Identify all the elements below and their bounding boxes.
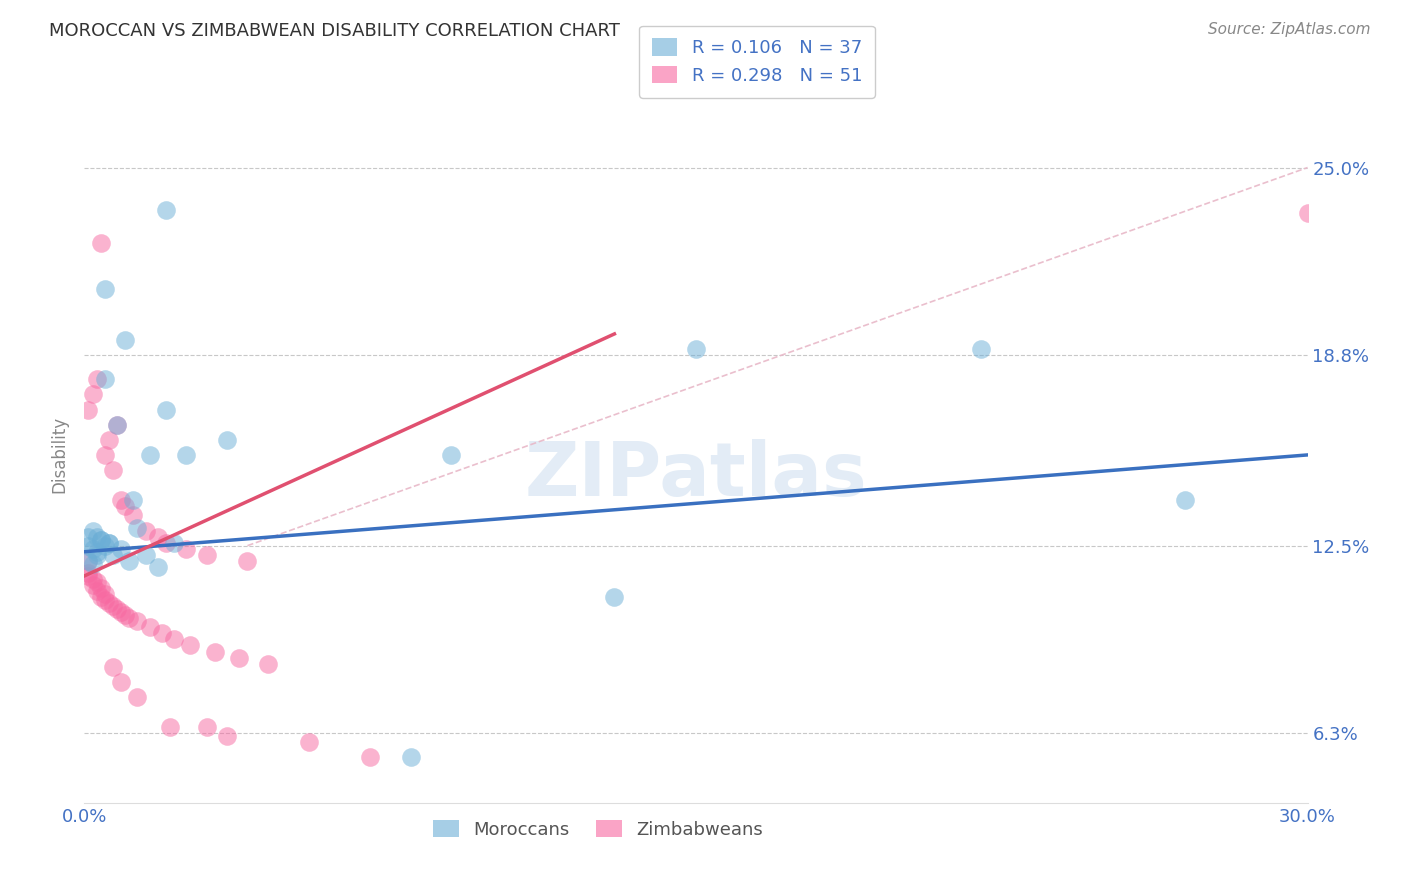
Point [82, 541, 104, 556]
Point [155, 535, 177, 549]
Point [77, 530, 100, 544]
Point [399, 750, 422, 764]
Point [105, 417, 128, 432]
Point [82, 572, 104, 586]
Point [77, 539, 100, 553]
Point [110, 493, 132, 508]
Point [146, 559, 169, 574]
Point [97, 535, 120, 549]
Point [114, 333, 136, 347]
Point [138, 620, 160, 634]
Point [174, 541, 197, 556]
Point [155, 202, 177, 217]
Point [101, 659, 124, 673]
Point [90, 581, 112, 595]
Point [603, 590, 626, 604]
Point [1296, 206, 1319, 220]
Point [257, 657, 280, 671]
Point [77, 554, 100, 568]
Point [1174, 493, 1197, 508]
Point [127, 615, 149, 629]
Point [82, 557, 104, 571]
Point [195, 720, 218, 734]
Point [970, 342, 993, 356]
Point [114, 500, 136, 514]
Legend: Moroccans, Zimbabweans: Moroccans, Zimbabweans [426, 813, 770, 846]
Point [82, 387, 104, 401]
Point [97, 433, 120, 447]
Point [195, 548, 218, 562]
Point [86, 548, 108, 562]
Point [93, 593, 115, 607]
Point [90, 533, 112, 547]
Point [179, 639, 201, 653]
Point [93, 281, 115, 295]
Point [174, 448, 197, 462]
Point [86, 545, 108, 559]
Text: Source: ZipAtlas.com: Source: ZipAtlas.com [1208, 22, 1371, 37]
Text: MOROCCAN VS ZIMBABWEAN DISABILITY CORRELATION CHART: MOROCCAN VS ZIMBABWEAN DISABILITY CORREL… [49, 22, 620, 40]
Point [155, 402, 177, 417]
Point [90, 533, 112, 547]
Point [217, 729, 239, 743]
Point [110, 605, 132, 619]
Point [97, 596, 120, 610]
Point [163, 535, 186, 549]
Point [77, 566, 100, 580]
Point [105, 602, 128, 616]
Point [135, 524, 157, 538]
Point [101, 599, 124, 614]
Point [90, 236, 112, 251]
Point [97, 535, 120, 549]
Point [86, 574, 108, 589]
Point [122, 508, 145, 523]
Point [86, 530, 108, 544]
Point [77, 402, 100, 417]
Point [93, 539, 115, 553]
Point [118, 554, 141, 568]
Point [150, 626, 173, 640]
Point [127, 520, 149, 534]
Point [217, 433, 239, 447]
Point [135, 548, 157, 562]
Point [101, 463, 124, 477]
Point [204, 644, 226, 658]
Point [82, 578, 104, 592]
Point [118, 611, 141, 625]
Point [236, 554, 259, 568]
Text: ZIPatlas: ZIPatlas [524, 439, 868, 512]
Point [101, 548, 124, 562]
Point [90, 590, 112, 604]
Point [228, 650, 250, 665]
Point [122, 493, 145, 508]
Point [127, 690, 149, 704]
Point [86, 372, 108, 386]
Point [685, 342, 707, 356]
Point [77, 569, 100, 583]
Point [440, 448, 463, 462]
Point [82, 524, 104, 538]
Point [110, 541, 132, 556]
Point [93, 372, 115, 386]
Point [93, 448, 115, 462]
Point [77, 554, 100, 568]
Point [159, 720, 181, 734]
Point [105, 417, 128, 432]
Y-axis label: Disability: Disability [51, 417, 69, 493]
Point [138, 448, 160, 462]
Point [93, 587, 115, 601]
Point [298, 735, 321, 749]
Point [359, 750, 381, 764]
Point [146, 530, 169, 544]
Point [86, 584, 108, 599]
Point [114, 608, 136, 623]
Point [110, 674, 132, 689]
Point [163, 632, 186, 647]
